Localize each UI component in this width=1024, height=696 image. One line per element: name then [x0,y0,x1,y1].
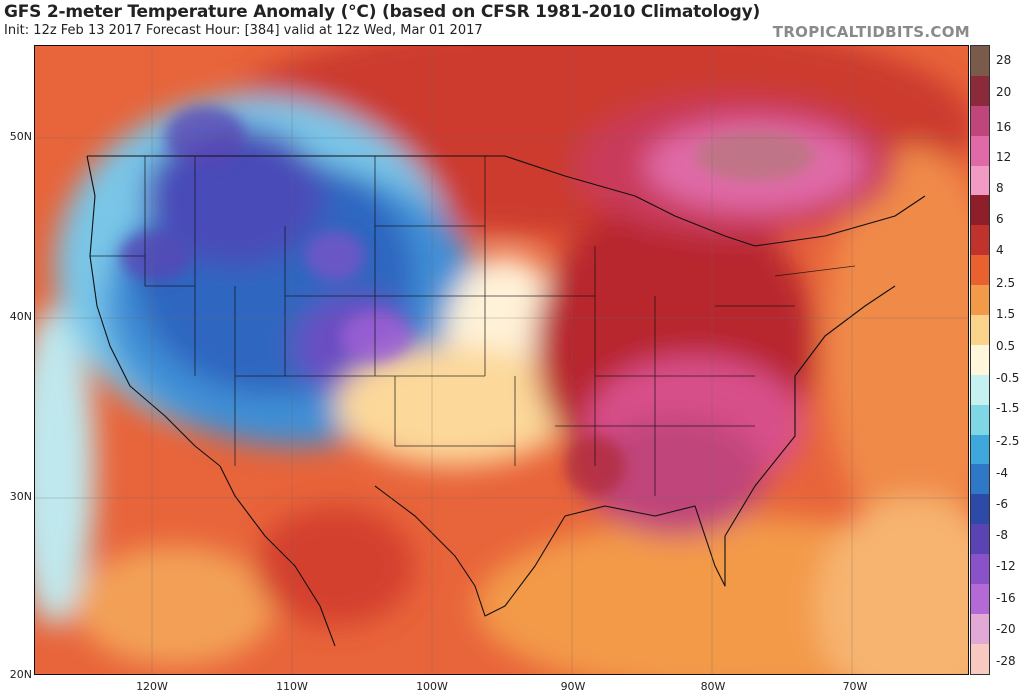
lon-label-90w: 90W [560,680,586,693]
scale-swatch [971,434,989,465]
scale-label: -28 [996,654,1016,668]
lon-label-120w: 120W [136,680,168,693]
scale-label: -1.5 [996,401,1020,415]
lat-label-50n: 50N [9,130,32,143]
scale-swatch [971,315,989,345]
scale-swatch [971,135,989,166]
lat-label-30n: 30N [9,490,32,503]
lat-label-40n: 40N [9,310,32,323]
scale-label: -12 [996,559,1016,573]
scale-label: -0.5 [996,371,1020,385]
map-subtitle: Init: 12z Feb 13 2017 Forecast Hour: [38… [4,23,483,38]
lon-label-100w: 100W [416,680,448,693]
scale-label: 2.5 [996,276,1016,290]
scale-swatch [971,374,989,405]
scale-swatch [971,613,989,644]
brand-watermark: TROPICALTIDBITS.COM [772,23,970,41]
scale-label: -6 [996,497,1008,511]
scale-label: -2.5 [996,434,1020,448]
scale-swatch [971,554,989,585]
lon-label-70w: 70W [842,680,868,693]
scale-swatch [971,195,989,226]
scale-label: 6 [996,212,1004,226]
scale-label: -4 [996,466,1008,480]
scale-swatch [971,46,989,76]
temperature-anomaly-map[interactable] [34,45,969,675]
scale-swatch [971,255,989,286]
scale-label: 20 [996,85,1012,99]
scale-label: -20 [996,622,1016,636]
scale-label: -16 [996,591,1016,605]
scale-label: 1.5 [996,307,1016,321]
scale-swatch [971,225,989,256]
scale-swatch [971,344,989,375]
scale-label: 0.5 [996,339,1016,353]
scale-swatch [971,584,989,614]
scale-swatch [971,643,989,674]
color-scale-bar [970,45,990,675]
scale-label: -8 [996,528,1008,542]
scale-swatch [971,285,989,316]
scale-swatch [971,75,989,106]
anomaly-field [35,46,968,674]
scale-label: 8 [996,181,1004,195]
scale-swatch [971,105,989,136]
lon-label-80w: 80W [700,680,726,693]
scale-swatch [971,404,989,435]
scale-swatch [971,524,989,555]
scale-label: 16 [996,120,1012,134]
map-title: GFS 2-meter Temperature Anomaly (°C) (ba… [4,2,761,22]
scale-label: 4 [996,243,1004,257]
scale-label: 28 [996,53,1012,67]
scale-swatch [971,494,989,525]
lon-label-110w: 110W [276,680,308,693]
scale-label: 12 [996,150,1012,164]
scale-swatch [971,464,989,495]
lat-label-20n: 20N [9,668,32,681]
scale-swatch [971,165,989,196]
